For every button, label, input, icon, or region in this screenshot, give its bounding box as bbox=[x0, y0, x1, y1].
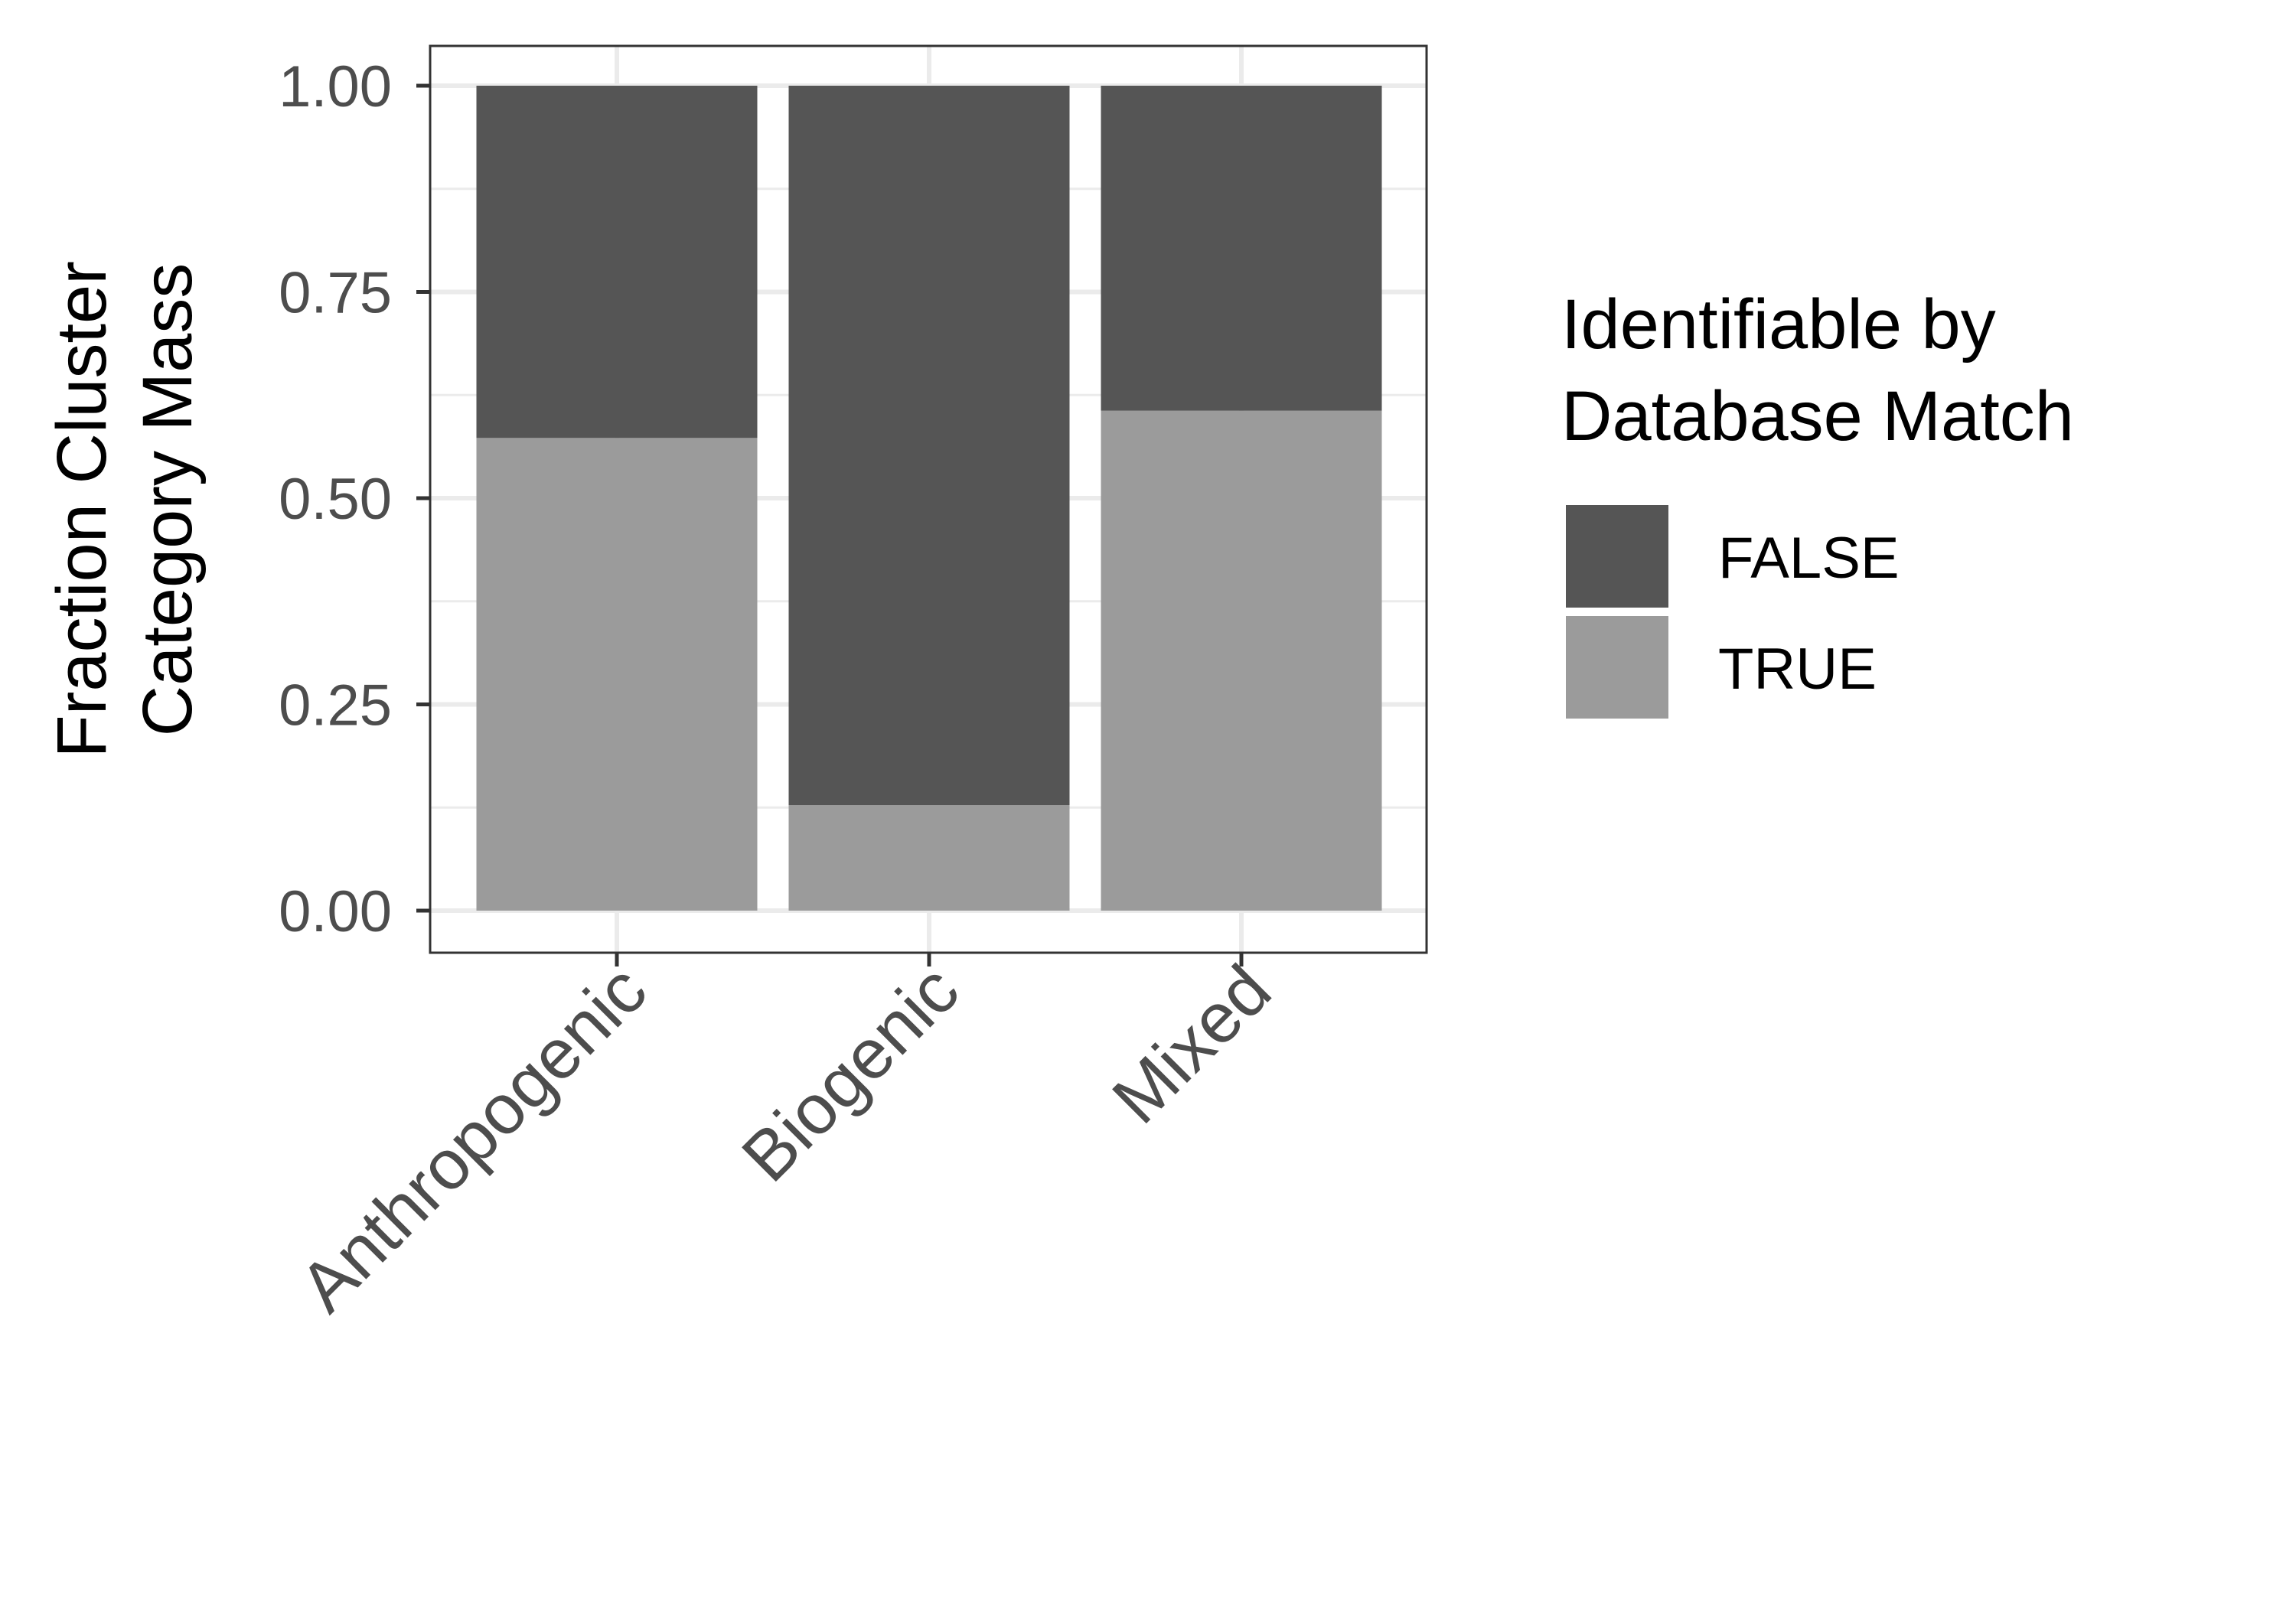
legend-items: FALSE TRUE bbox=[1566, 505, 1900, 719]
x-tick-label: Mixed bbox=[1097, 950, 1286, 1139]
y-axis-title: Fraction Cluster Category Mass bbox=[43, 242, 207, 758]
bar-mixed-true bbox=[1101, 410, 1382, 911]
legend-key-true bbox=[1566, 616, 1668, 719]
x-tick-label: Biogenic bbox=[727, 950, 974, 1197]
y-axis: 0.00 0.25 0.50 0.75 1.00 bbox=[279, 54, 430, 944]
y-tick-label: 0.25 bbox=[279, 673, 392, 738]
legend: Identifiable by Database Match FALSE TRUE bbox=[1561, 285, 2074, 719]
bar-anthropogenic-false bbox=[476, 86, 758, 438]
y-tick-label: 0.00 bbox=[279, 879, 392, 944]
legend-key-false bbox=[1566, 505, 1668, 608]
y-tick-label: 0.50 bbox=[279, 467, 392, 532]
y-axis-title-line-2: Category Mass bbox=[129, 263, 207, 737]
bar-anthropogenic-true bbox=[476, 438, 758, 911]
bar-biogenic-true bbox=[788, 805, 1070, 911]
bar-biogenic-false bbox=[788, 86, 1070, 806]
bar-mixed-false bbox=[1101, 86, 1382, 411]
legend-title-line-1: Identifiable by bbox=[1561, 285, 1996, 363]
x-axis: Anthropogenic Biogenic Mixed bbox=[285, 950, 1286, 1327]
legend-label-false: FALSE bbox=[1718, 526, 1900, 591]
y-tick-label: 1.00 bbox=[279, 54, 392, 119]
legend-title: Identifiable by Database Match bbox=[1561, 285, 2074, 455]
y-axis-title-line-1: Fraction Cluster bbox=[43, 261, 121, 758]
y-tick-label: 0.75 bbox=[279, 261, 392, 326]
bars bbox=[476, 86, 1382, 911]
x-tick-label: Anthropogenic bbox=[285, 950, 661, 1327]
legend-title-line-2: Database Match bbox=[1561, 377, 2074, 455]
legend-label-true: TRUE bbox=[1718, 637, 1877, 702]
